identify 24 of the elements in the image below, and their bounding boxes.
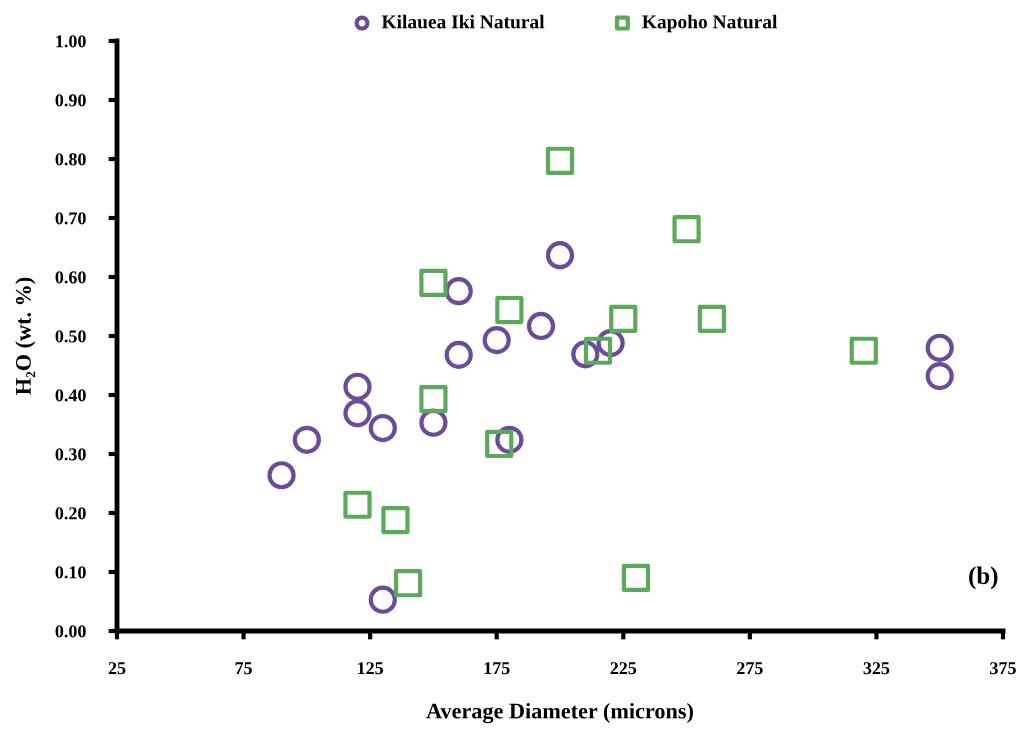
y-tick-label: 0.30	[55, 448, 86, 461]
x-tick-label: 275	[737, 662, 763, 675]
x-axis-title: Average Diameter (microns)	[426, 702, 693, 724]
x-tick-label: 25	[108, 662, 126, 675]
y-tick-label: 0.20	[55, 507, 86, 520]
x-tick-label: 75	[235, 662, 252, 675]
y-tick-label: 0.90	[55, 94, 86, 107]
y-tick-label: 0.60	[55, 271, 86, 284]
y-tick-label: 0.00	[55, 625, 86, 638]
y-tick-label: 0.70	[55, 212, 86, 225]
x-tick-label: 125	[358, 662, 384, 675]
y-tick-label: 0.40	[55, 389, 86, 402]
x-tick-label: 225	[610, 662, 637, 675]
y-tick-label: 0.80	[55, 153, 86, 166]
y-tick-label: 0.50	[55, 330, 86, 343]
annotation: (b)	[969, 566, 998, 590]
y-tick-label: 0.10	[55, 566, 86, 579]
y-tick-label: 1.00	[56, 35, 86, 48]
legend-label: Kapoho Natural	[642, 14, 778, 33]
legend-label: Kilauea Iki Natural	[381, 14, 545, 29]
x-tick-label: 175	[484, 662, 510, 675]
x-tick-label: 375	[990, 662, 1016, 675]
x-tick-label: 325	[863, 662, 890, 675]
y-axis-title: H₂O (wt. %)	[15, 277, 36, 395]
